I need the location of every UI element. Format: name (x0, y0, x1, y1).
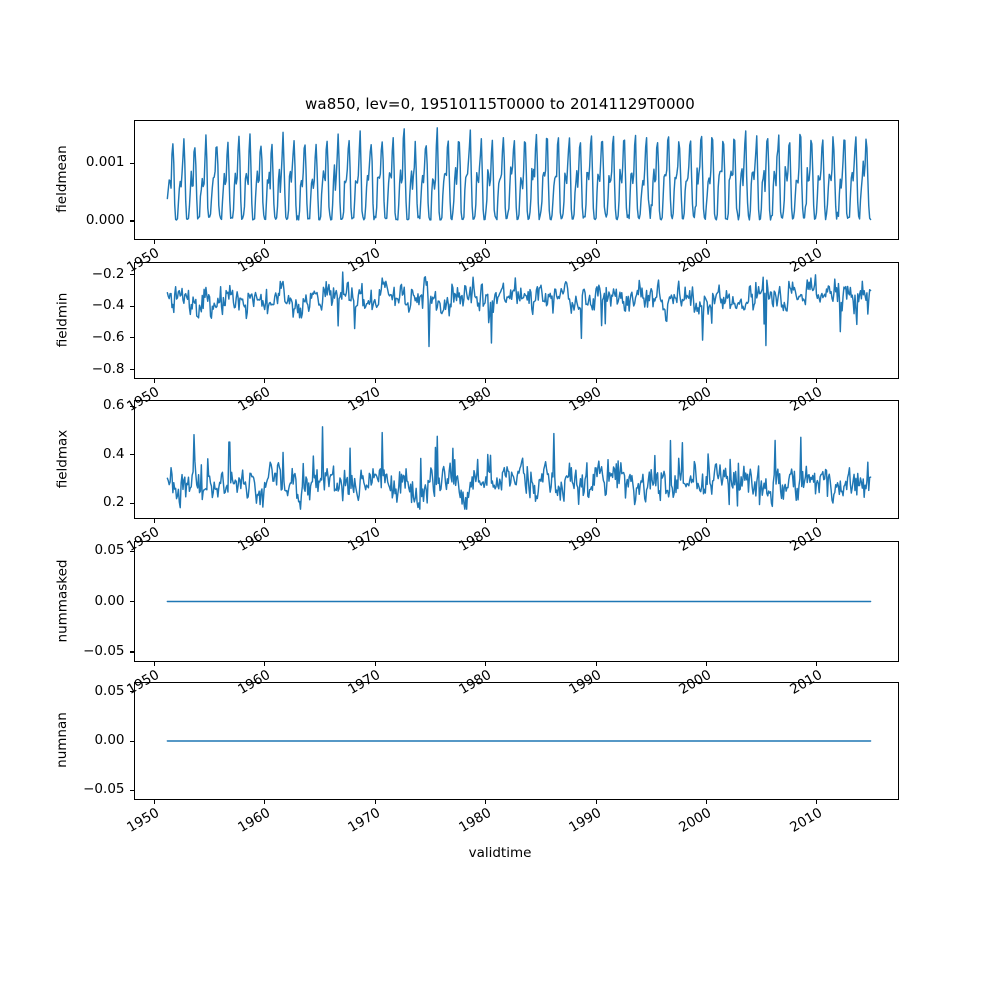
y-tick-mark (129, 691, 134, 693)
subplot-nummasked (133, 541, 899, 662)
y-tick-mark (129, 337, 134, 339)
x-tick-mark (485, 519, 487, 523)
y-tick-label-fieldmin: −0.4 (91, 297, 125, 314)
y-tick-label-fieldmin: −0.8 (91, 360, 125, 377)
subplot-fieldmean (133, 120, 899, 240)
x-tick-label: 2000 (676, 804, 715, 836)
y-tick-mark (129, 550, 134, 552)
y-tick-mark (129, 651, 134, 653)
y-tick-mark (129, 274, 134, 276)
x-tick-mark (264, 800, 266, 804)
y-axis-label-numnan: numnan (54, 712, 70, 768)
x-tick-mark (705, 519, 708, 523)
y-tick-label-fieldmin: −0.6 (91, 328, 125, 345)
x-tick-mark (153, 662, 156, 666)
x-tick-mark (705, 662, 708, 666)
y-tick-label-fieldmean: 0.001 (85, 154, 125, 171)
y-tick-label-fieldmax: 0.6 (103, 397, 125, 414)
y-tick-label-numnan: 0.05 (94, 682, 125, 699)
x-tick-mark (595, 662, 597, 666)
subplot-numnan (133, 682, 899, 800)
x-tick-mark (595, 800, 597, 804)
y-tick-mark (129, 305, 134, 307)
x-tick-mark (816, 240, 818, 244)
y-tick-label-nummasked: −0.05 (83, 642, 125, 659)
x-tick-mark (264, 379, 266, 383)
y-tick-mark (129, 740, 134, 742)
x-tick-mark (264, 240, 266, 244)
x-axis-label: validtime (468, 845, 532, 861)
y-tick-mark (129, 369, 134, 371)
x-tick-mark (374, 379, 376, 383)
x-tick-label: 1950 (124, 804, 163, 836)
x-tick-label: 1960 (235, 804, 273, 836)
x-tick-mark (705, 800, 708, 804)
y-tick-mark (129, 405, 134, 407)
y-tick-label-fieldmean: 0.000 (85, 211, 125, 228)
x-tick-mark (153, 240, 156, 244)
x-tick-mark (485, 662, 487, 666)
y-tick-label-nummasked: 0.00 (94, 592, 125, 609)
x-tick-mark (595, 240, 597, 244)
y-tick-label-numnan: −0.05 (83, 781, 125, 798)
subplot-fieldmin (133, 262, 899, 379)
y-axis-label-fieldmax: fieldmax (54, 429, 70, 488)
x-tick-mark (595, 379, 597, 383)
y-tick-mark (129, 502, 134, 504)
x-tick-mark (595, 519, 597, 523)
y-tick-mark (129, 162, 134, 164)
series-line-fieldmean (166, 127, 871, 221)
x-tick-mark (485, 240, 487, 244)
subplot-fieldmax (133, 400, 899, 519)
y-tick-mark (129, 601, 134, 603)
y-tick-mark (129, 454, 134, 456)
y-tick-mark (129, 789, 134, 791)
y-axis-label-fieldmin: fieldmin (54, 292, 70, 347)
x-tick-mark (264, 662, 266, 666)
y-tick-label-fieldmin: −0.2 (91, 265, 125, 282)
x-tick-mark (374, 800, 376, 804)
figure-title: wa850, lev=0, 19510115T0000 to 20141129T… (305, 95, 695, 113)
x-tick-mark (816, 379, 818, 383)
x-tick-label: 1970 (345, 804, 384, 836)
x-tick-mark (153, 519, 156, 523)
x-tick-mark (816, 662, 818, 666)
x-tick-label: 1990 (566, 804, 605, 836)
x-tick-mark (264, 519, 266, 523)
x-tick-mark (705, 379, 708, 383)
y-tick-label-fieldmax: 0.2 (103, 494, 125, 511)
x-tick-mark (816, 800, 818, 804)
y-tick-mark (129, 220, 134, 222)
y-tick-label-nummasked: 0.05 (94, 542, 125, 559)
x-tick-mark (705, 240, 708, 244)
x-tick-mark (374, 662, 376, 666)
y-axis-label-fieldmean: fieldmean (54, 145, 70, 213)
x-tick-mark (153, 379, 156, 383)
x-tick-mark (374, 519, 376, 523)
y-axis-label-nummasked: nummasked (54, 559, 70, 642)
x-tick-mark (374, 240, 376, 244)
series-line-fieldmin (166, 271, 871, 348)
x-tick-label: 1980 (455, 804, 494, 836)
x-tick-mark (153, 800, 156, 804)
x-tick-mark (485, 800, 487, 804)
x-tick-label: 2010 (787, 804, 825, 836)
y-tick-label-fieldmax: 0.4 (103, 445, 125, 462)
x-tick-mark (485, 379, 487, 383)
y-tick-label-numnan: 0.00 (94, 732, 125, 748)
series-line-fieldmax (166, 426, 871, 510)
x-tick-mark (816, 519, 818, 523)
